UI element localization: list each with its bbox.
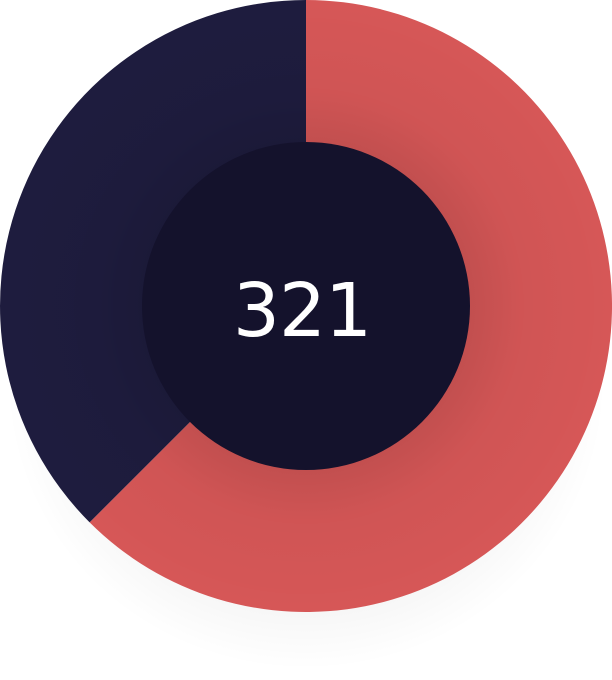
center-value-label: 321 [233,268,371,354]
donut-center [142,142,470,470]
